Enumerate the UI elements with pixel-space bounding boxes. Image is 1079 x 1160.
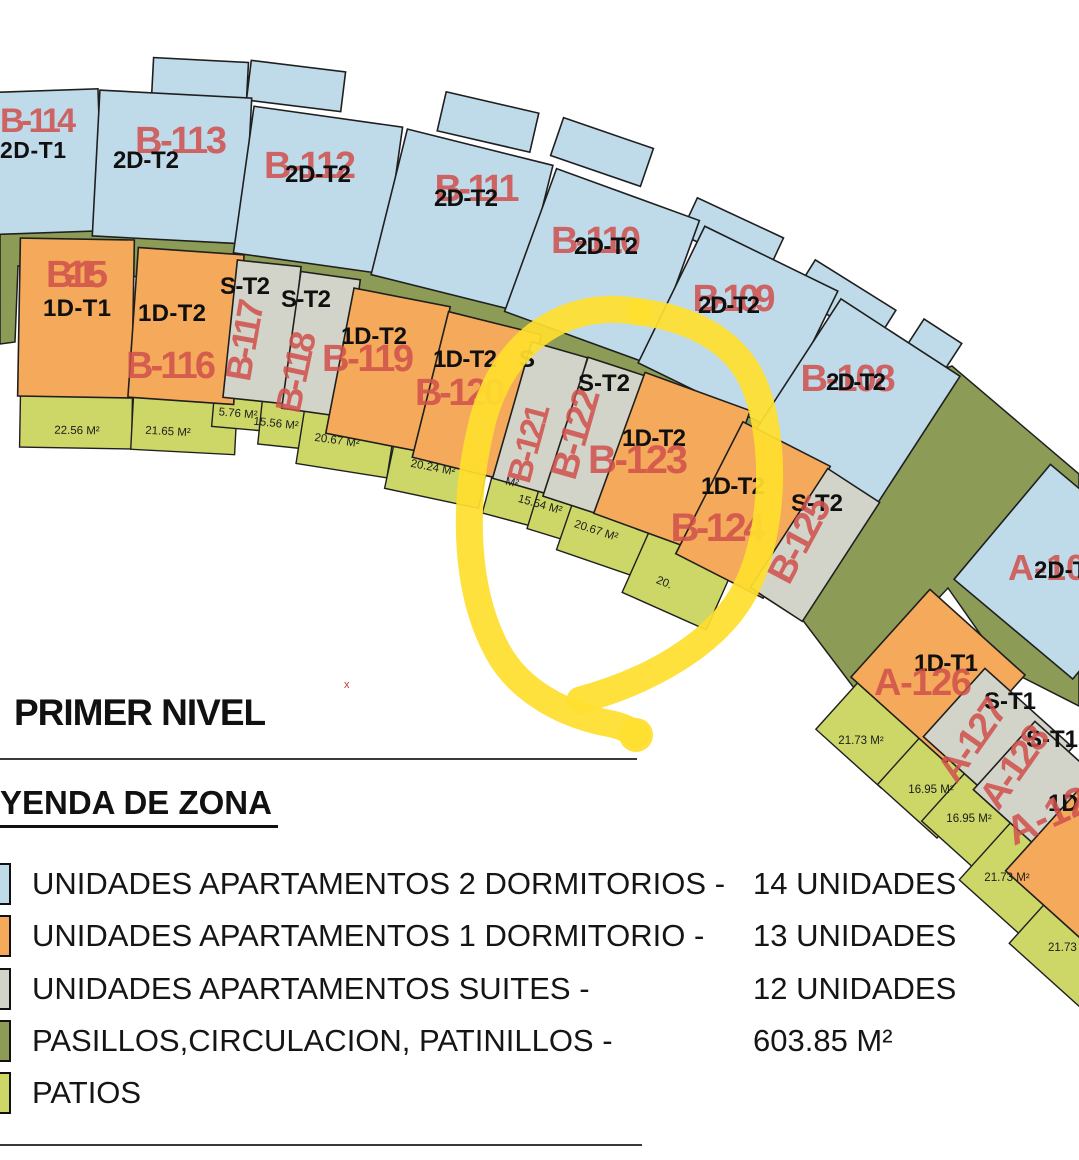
legend-label: PATIOS <box>32 1075 142 1110</box>
svg-text:B-115: B-115 <box>46 254 108 296</box>
legend-value: 12 UNIDADES <box>753 971 957 1006</box>
svg-text:21.65 M²: 21.65 M² <box>145 425 191 439</box>
legend-value: 13 UNIDADES <box>753 918 957 953</box>
svg-text:S-T1: S-T1 <box>1026 726 1078 753</box>
legend-label: PASILLOS,CIRCULACION, PATINILLOS - <box>32 1023 613 1058</box>
unit-A-129 <box>1004 784 1079 959</box>
svg-text:1D-T2: 1D-T2 <box>138 300 206 327</box>
highlight-circle <box>455 295 784 752</box>
legend-chip-2-dormitorios <box>0 863 11 905</box>
svg-text:22.56 M²: 22.56 M² <box>54 425 100 438</box>
svg-text:2D-T2: 2D-T2 <box>434 185 498 212</box>
svg-text:B-123: B-123 <box>588 438 688 482</box>
svg-text:1D: 1D <box>1048 790 1079 817</box>
svg-text:B-114: B-114 <box>0 102 76 140</box>
svg-text:1D-T1: 1D-T1 <box>914 650 978 677</box>
legend-chip-suites <box>0 968 11 1010</box>
svg-text:5.76 M²: 5.76 M² <box>218 406 258 421</box>
svg-text:16.95 M²: 16.95 M² <box>946 813 992 825</box>
svg-text:1D-T2: 1D-T2 <box>433 346 497 373</box>
svg-text:21.73 M²: 21.73 M² <box>838 735 884 747</box>
svg-text:21.73: 21.73 <box>1048 942 1077 954</box>
svg-text:2D-T2: 2D-T2 <box>698 292 760 319</box>
divider-bottom <box>0 1144 642 1146</box>
stray-red-mark: x <box>344 679 350 691</box>
svg-text:2D-T2: 2D-T2 <box>826 369 886 396</box>
svg-text:S-T1: S-T1 <box>984 688 1036 715</box>
svg-text:S-T2: S-T2 <box>791 490 843 517</box>
page-title: PRIMER NIVEL <box>14 692 266 733</box>
svg-text:B-109: B-109 <box>693 278 776 320</box>
legend-value: 14 UNIDADES <box>753 866 957 901</box>
svg-text:20.: 20. <box>654 574 673 591</box>
divider-top <box>0 758 637 760</box>
svg-text:S-T2: S-T2 <box>281 286 331 313</box>
svg-text:15.56 M²: 15.56 M² <box>253 416 300 433</box>
svg-text:2D-T2: 2D-T2 <box>574 233 638 260</box>
legend-label: UNIDADES APARTAMENTOS 1 DORMITORIO - <box>32 918 705 953</box>
legend-label: UNIDADES APARTAMENTOS 2 DORMITORIOS - <box>32 866 726 901</box>
svg-text:1D-T2: 1D-T2 <box>622 425 686 452</box>
legend-chip-pasillos <box>0 1020 11 1062</box>
svg-text:B-111: B-111 <box>435 168 520 210</box>
svg-text:2D-T2: 2D-T2 <box>113 147 179 174</box>
svg-text:M²: M² <box>504 476 520 491</box>
unit-B-125 <box>749 467 881 623</box>
legend-chip-patios <box>0 1072 11 1114</box>
svg-text:16.95 M²: 16.95 M² <box>908 784 954 796</box>
unit-A-10x <box>952 463 1079 681</box>
svg-text:1D-T2: 1D-T2 <box>701 473 765 500</box>
svg-text:S-T2: S-T2 <box>578 370 630 397</box>
svg-text:2D-T1: 2D-T1 <box>0 137 66 163</box>
svg-text:S-T2: S-T2 <box>220 273 270 300</box>
svg-text:B-112: B-112 <box>264 145 356 187</box>
legend-value: 603.85 M² <box>753 1023 893 1058</box>
svg-text:B-113: B-113 <box>135 120 227 162</box>
legend-label: UNIDADES APARTAMENTOS SUITES - <box>32 971 590 1006</box>
unit-labels: B-114 2D-T1 B-113 2D-T2 B-112 2D-T2 B-11… <box>0 102 1079 854</box>
one-bedroom-and-suite-units <box>16 237 1079 959</box>
svg-text:B-116: B-116 <box>126 345 216 387</box>
svg-text:2D-T2: 2D-T2 <box>285 161 351 188</box>
svg-text:1D-T2: 1D-T2 <box>341 323 407 350</box>
svg-text:A-10: A-10 <box>1008 547 1079 588</box>
svg-text:2D-T: 2D-T <box>1034 557 1079 584</box>
legend-chip-1-dormitorio <box>0 915 11 957</box>
svg-text:B-108: B-108 <box>801 358 896 400</box>
svg-text:B-119: B-119 <box>322 338 414 380</box>
legend-heading: YENDA DE ZONA <box>0 784 278 828</box>
svg-text:B-110: B-110 <box>551 220 641 262</box>
svg-text:A-126: A-126 <box>874 662 972 704</box>
svg-text:21.73 M²: 21.73 M² <box>984 872 1030 884</box>
svg-text:1D-T1: 1D-T1 <box>43 295 111 322</box>
